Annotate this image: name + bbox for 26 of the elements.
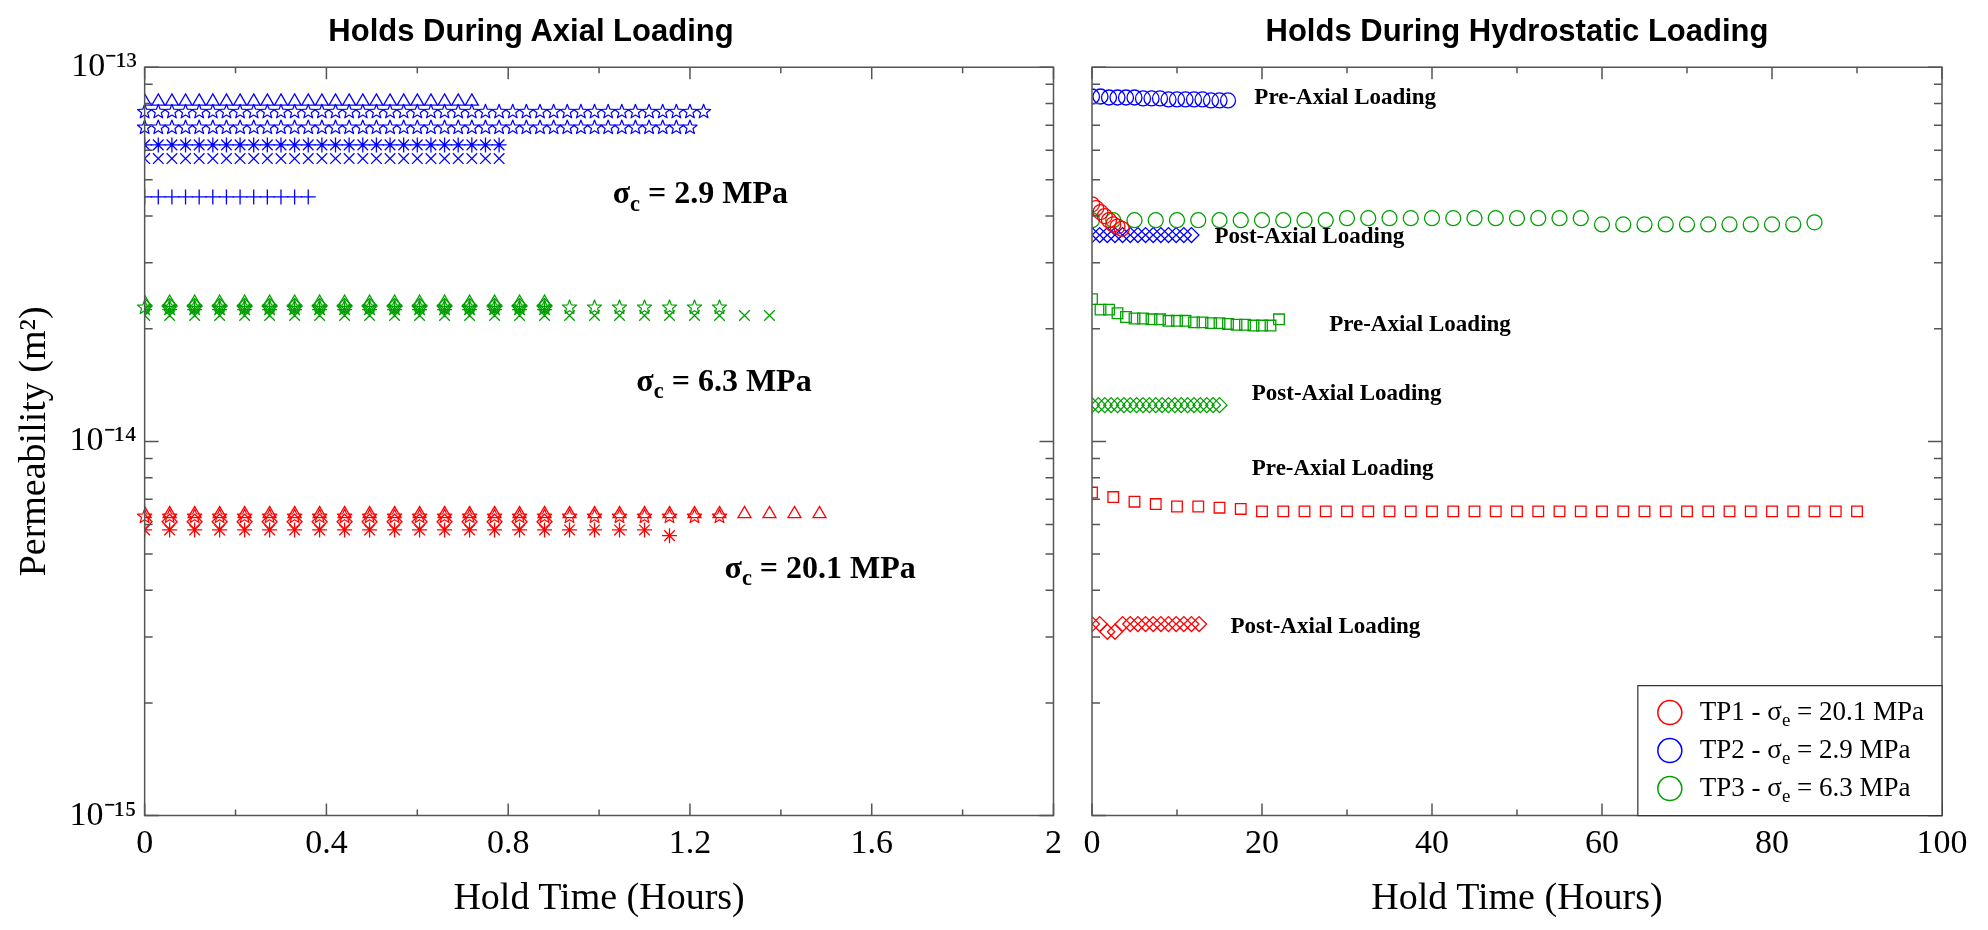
x-tick-label: 0	[1083, 822, 1101, 860]
chart-title: Holds During Hydrostatic Loading	[1265, 13, 1769, 49]
y-tick-label: 10⁻¹⁵	[69, 794, 137, 832]
annotation: Post-Axial Loading	[1214, 223, 1405, 249]
x-axis-title: Hold Time (Hours)	[1371, 875, 1663, 919]
x-tick-label: 40	[1415, 822, 1449, 860]
y-tick-label: 10⁻¹³	[71, 46, 137, 84]
annotation: Post-Axial Loading	[1251, 380, 1443, 406]
y-tick-label: 10⁻¹⁴	[69, 420, 137, 458]
x-tick-label: 100	[1916, 822, 1968, 860]
x-tick-label: 0.4	[305, 822, 348, 860]
x-tick-label: 60	[1585, 822, 1619, 860]
x-tick-label: 2	[1045, 822, 1062, 860]
annotation: Pre-Axial Loading	[1254, 83, 1437, 109]
x-tick-label: 80	[1755, 822, 1789, 860]
x-axis-title: Hold Time (Hours)	[453, 875, 745, 919]
annotation: Post-Axial Loading	[1230, 612, 1421, 638]
x-tick-label: 1.6	[850, 822, 893, 860]
x-tick-label: 1.2	[668, 822, 712, 860]
y-axis-title: Permeability (m²)	[10, 306, 54, 577]
chart-title: Holds During Axial Loading	[328, 13, 734, 49]
x-tick-label: 0	[136, 822, 154, 860]
x-tick-label: 0.8	[486, 822, 530, 860]
x-tick-label: 20	[1245, 822, 1279, 860]
annotation: Pre-Axial Loading	[1329, 310, 1512, 336]
annotation: Pre-Axial Loading	[1251, 455, 1434, 481]
